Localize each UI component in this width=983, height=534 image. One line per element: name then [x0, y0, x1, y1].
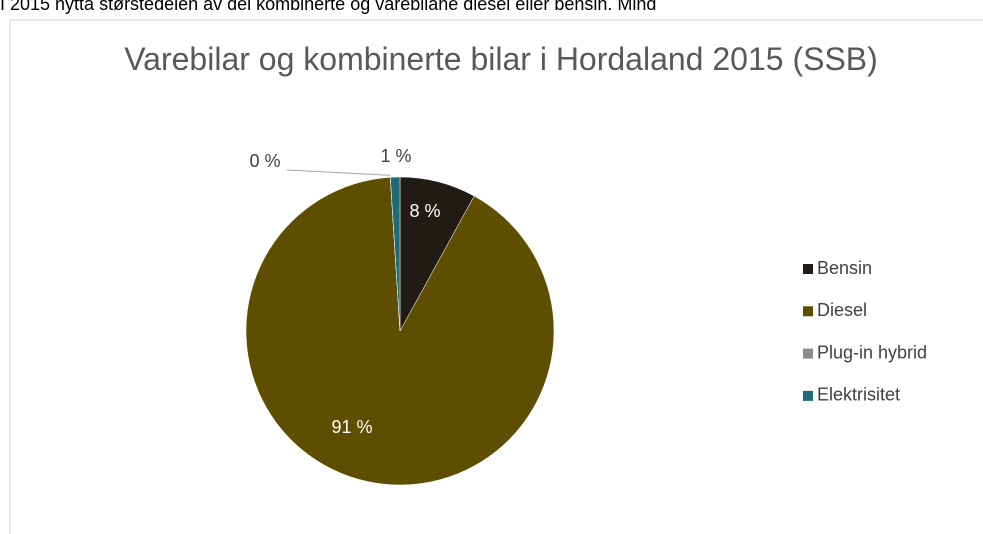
chart-title: Varebilar og kombinerte bilar i Hordalan…: [124, 41, 878, 77]
legend-label: Plug-in hybrid: [817, 342, 927, 362]
legend-label: Elektrisitet: [817, 385, 900, 405]
pie-slice: [390, 176, 401, 332]
legend-swatch: [803, 264, 813, 274]
leader-line: [286, 169, 391, 176]
legend-swatch: [803, 390, 813, 401]
data-label: 91 %: [331, 417, 372, 437]
data-label: 1 %: [380, 146, 411, 166]
legend-label: Diesel: [817, 300, 867, 320]
legend-swatch: [803, 348, 813, 359]
pie-slice: [245, 177, 555, 486]
data-label: 8 %: [409, 201, 440, 221]
data-label: 0 %: [249, 151, 280, 171]
caption: I 2015 nytta størstedelen av dei kombine…: [0, 0, 657, 14]
legend-label: Bensin: [817, 258, 872, 278]
legend-swatch: [803, 306, 813, 317]
